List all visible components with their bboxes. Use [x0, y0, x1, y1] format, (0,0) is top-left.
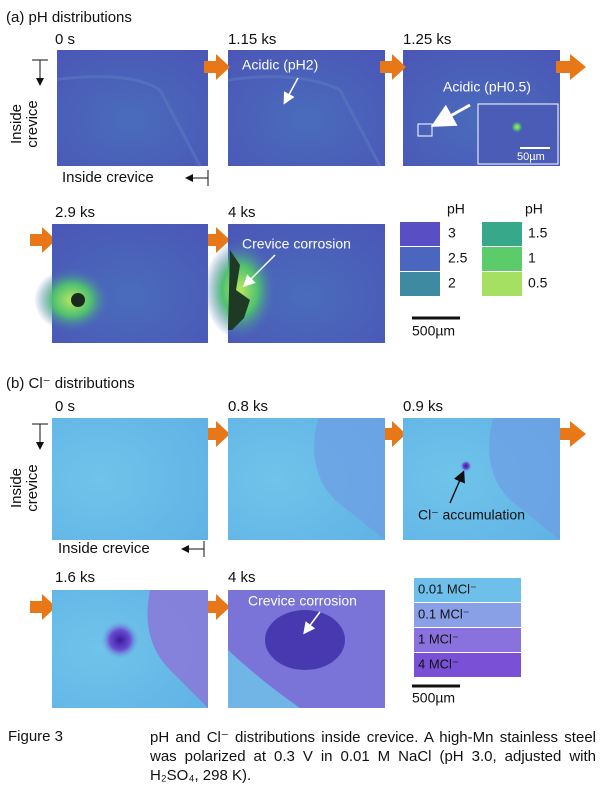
time-label: 1.15 ks: [228, 31, 276, 48]
legend-swatch: [482, 222, 522, 246]
orange-arrows: [30, 54, 586, 620]
annotation: Acidic (pH0.5): [443, 79, 531, 95]
legend-swatch: [414, 603, 521, 627]
caption-text: pH and Cl⁻ distributions inside crevice.…: [150, 729, 596, 784]
time-label: 4 ks: [228, 569, 256, 586]
cl-spot: [100, 620, 140, 660]
legend-swatch: [400, 272, 440, 296]
section-title: (b) Cl⁻ distributions: [6, 375, 135, 392]
legend-label: 3: [448, 225, 456, 241]
time-label: 1.6 ks: [55, 569, 95, 586]
scale-label: 500µm: [412, 690, 455, 706]
acid-region: [204, 240, 276, 340]
legend-header: pH: [447, 201, 465, 217]
legend-swatch: [414, 653, 521, 677]
annotation: Cl⁻ accumulation: [418, 507, 525, 523]
annotation-arrow: [242, 254, 276, 288]
annotation-arrow: [430, 103, 471, 127]
caption-label: Figure 3: [8, 728, 64, 745]
legend-label: 0.5: [528, 275, 548, 291]
section-title: (a) pH distributions: [6, 9, 132, 26]
legend-label: 1 MCl⁻: [418, 631, 459, 646]
legend-label: 1.5: [528, 225, 548, 241]
texture: [147, 590, 208, 708]
time-label: 0 s: [55, 398, 75, 415]
corrosion-area: [228, 250, 250, 330]
time-label: 1.25 ks: [403, 31, 451, 48]
axis-label: Inside crevice: [58, 540, 150, 557]
scale-label: 500µm: [412, 323, 455, 339]
legend-label: 0.1 MCl⁻: [418, 606, 470, 621]
time-label: 0.9 ks: [403, 398, 443, 415]
ph-image: [52, 50, 208, 166]
cl-spot: [460, 460, 472, 472]
cl-region: [265, 610, 345, 670]
edge: [52, 50, 57, 166]
legend-label: 1: [528, 250, 536, 266]
time-label: 4 ks: [228, 204, 256, 221]
time-label: 0.8 ks: [228, 398, 268, 415]
inset-scale-label: 50µm: [517, 151, 545, 163]
annotation: Crevice corrosion: [248, 593, 357, 609]
texture: [489, 418, 560, 540]
legend-label: 4 MCl⁻: [418, 656, 459, 671]
legend-header: pH: [525, 201, 543, 217]
legend-swatch: [400, 222, 440, 246]
legend-label: 2: [448, 275, 456, 291]
axis-label: Inside crevice: [8, 464, 41, 512]
corrosion-pit: [71, 293, 85, 307]
legend-label: 2.5: [448, 250, 468, 266]
texture: [51, 75, 202, 167]
texture: [227, 75, 382, 167]
annotation: Acidic (pH2): [242, 57, 318, 73]
annotation: Crevice corrosion: [242, 236, 351, 252]
acid-spot: [511, 121, 523, 133]
axis-label: Inside crevice: [8, 100, 41, 148]
legend-swatch: [482, 247, 522, 271]
annotation-arrow: [303, 611, 321, 635]
annotation-arrow: [283, 77, 299, 105]
time-label: 2.9 ks: [55, 204, 95, 221]
annotation-arrow: [449, 470, 465, 504]
legend-swatch: [414, 578, 521, 602]
axis-label: Inside crevice: [62, 169, 154, 186]
cl-image: [52, 418, 208, 540]
texture: [228, 650, 300, 708]
legend-swatch: [400, 247, 440, 271]
figure: (a) pH distributions 0 s 1.15 ks 1.25 ks…: [6, 9, 586, 708]
ph-image: [228, 50, 385, 166]
legend-swatch: [482, 272, 522, 296]
time-label: 0 s: [55, 31, 75, 48]
legend-label: 0.01 MCl⁻: [418, 581, 477, 596]
zoom-box: [417, 123, 433, 137]
legend-swatch: [414, 628, 521, 652]
texture: [314, 418, 385, 540]
inset: [477, 103, 559, 165]
